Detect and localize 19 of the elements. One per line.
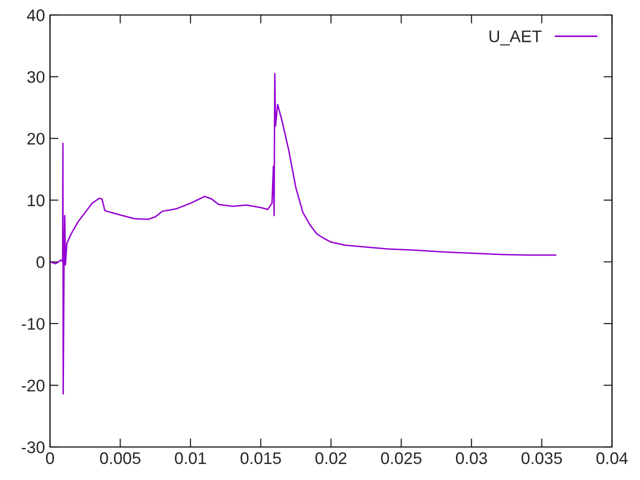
x-tick-label: 0.035 bbox=[522, 452, 562, 464]
x-tick-label: 0.015 bbox=[240, 452, 281, 464]
y-tick-label: 0 bbox=[36, 256, 44, 268]
x-tick-label: 0.025 bbox=[381, 452, 422, 464]
y-tick-label: 10 bbox=[28, 194, 44, 206]
legend-label: U_AET bbox=[490, 30, 542, 46]
y-tick-label: -20 bbox=[22, 380, 44, 392]
y-tick-label: 30 bbox=[27, 71, 44, 83]
x-tick-label: 0.005 bbox=[100, 452, 140, 464]
y-tick-label: -30 bbox=[22, 441, 44, 454]
y-tick-label: -10 bbox=[22, 318, 44, 330]
x-tick-label: 0.03 bbox=[456, 452, 487, 464]
line-series bbox=[50, 72, 556, 395]
x-tick-label: 0.02 bbox=[315, 452, 346, 464]
x-tick-label: 0.01 bbox=[174, 452, 206, 464]
y-tick-label: 40 bbox=[26, 9, 44, 22]
x-tick-label: 0.04 bbox=[596, 452, 628, 464]
x-tick-label: 0 bbox=[46, 452, 54, 464]
y-tick-label: 20 bbox=[27, 132, 44, 145]
